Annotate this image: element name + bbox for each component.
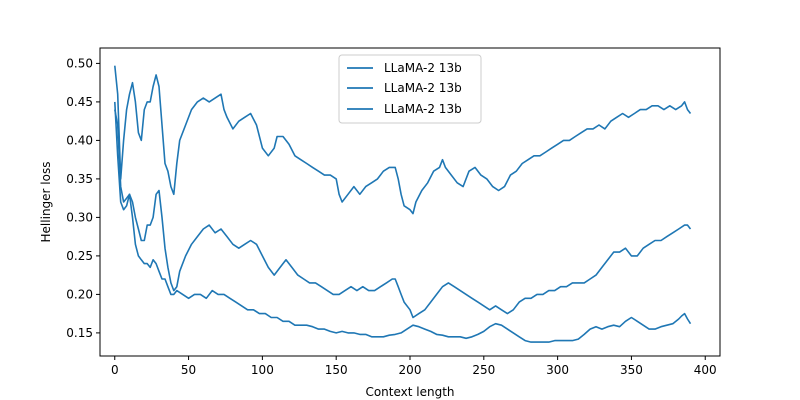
legend-label-2: LLaMA-2 13b [384,81,462,95]
x-axis-ticks: 0 50 100 150 200 250 300 350 400 [111,356,717,377]
x-tick-label: 100 [251,363,274,377]
y-tick-label: 0.35 [66,172,93,186]
y-tick-label: 0.20 [66,287,93,301]
x-tick-label: 350 [620,363,643,377]
series-line-2 [114,109,692,319]
y-axis-title: Hellinger loss [39,162,53,243]
x-tick-label: 300 [546,363,569,377]
y-tick-label: 0.15 [66,326,93,340]
legend-label-3: LLaMA-2 13b [384,102,462,116]
legend-box [338,54,482,124]
legend-label-1: LLaMA-2 13b [384,61,462,75]
y-axis-ticks: 0.15 0.20 0.25 0.30 0.35 0.40 0.45 0.50 [66,56,100,340]
x-tick-label: 200 [399,363,422,377]
series-line-3 [114,101,692,343]
plot-lines [114,65,692,343]
y-tick-label: 0.45 [66,95,93,109]
y-tick-label: 0.25 [66,249,93,263]
x-tick-label: 150 [325,363,348,377]
y-tick-label: 0.30 [66,210,93,224]
x-tick-label: 400 [694,363,717,377]
x-tick-label: 50 [181,363,196,377]
series-line-1 [114,65,692,215]
legend: LLaMA-2 13b LLaMA-2 13b LLaMA-2 13b [338,54,482,124]
x-tick-label: 250 [472,363,495,377]
x-axis-title: Context length [365,385,454,399]
y-tick-label: 0.50 [66,56,93,70]
x-tick-label: 0 [111,363,119,377]
y-tick-label: 0.40 [66,133,93,147]
